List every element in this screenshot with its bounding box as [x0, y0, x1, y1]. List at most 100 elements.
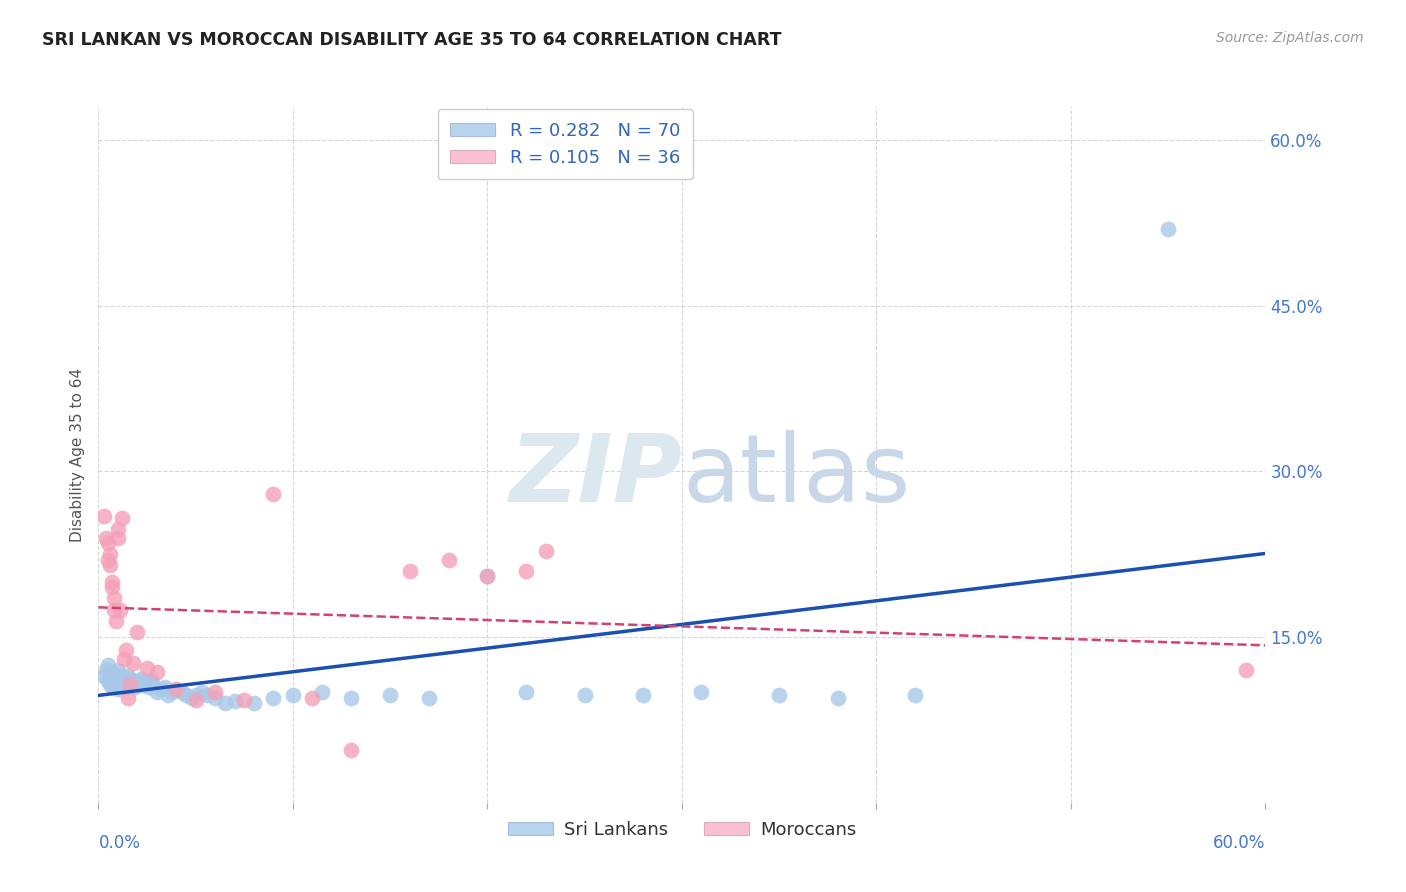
Point: [111, 674, 134, 689]
Point: [103, 591, 125, 606]
Point: [138, 680, 160, 694]
Point: [108, 602, 131, 616]
Point: [149, 681, 172, 696]
Point: [93, 669, 115, 683]
Point: [98, 672, 121, 686]
Point: [104, 672, 127, 686]
Point: [311, 685, 333, 699]
Point: [477, 569, 499, 583]
Point: [631, 688, 654, 702]
Point: [101, 574, 124, 589]
Point: [121, 676, 143, 690]
Point: [262, 690, 284, 705]
Text: SRI LANKAN VS MOROCCAN DISABILITY AGE 35 TO 64 CORRELATION CHART: SRI LANKAN VS MOROCCAN DISABILITY AGE 35…: [42, 31, 782, 49]
Point: [107, 522, 129, 536]
Point: [93, 508, 115, 523]
Point: [1157, 221, 1180, 235]
Point: [418, 690, 440, 705]
Point: [128, 674, 150, 689]
Point: [437, 553, 460, 567]
Point: [97, 553, 120, 567]
Point: [124, 680, 146, 694]
Point: [107, 669, 129, 683]
Point: [96, 663, 118, 677]
Point: [380, 688, 402, 702]
Point: [122, 656, 145, 670]
Point: [301, 690, 323, 705]
Point: [108, 672, 131, 686]
Point: [112, 669, 135, 683]
Point: [108, 667, 131, 681]
Point: [190, 685, 212, 699]
Point: [214, 697, 236, 711]
Text: 60.0%: 60.0%: [1213, 834, 1265, 852]
Point: [262, 486, 284, 500]
Point: [129, 672, 152, 686]
Point: [107, 681, 129, 696]
Y-axis label: Disability Age 35 to 64: Disability Age 35 to 64: [70, 368, 86, 542]
Point: [118, 678, 141, 692]
Point: [101, 680, 124, 694]
Point: [534, 544, 557, 558]
Text: Source: ZipAtlas.com: Source: ZipAtlas.com: [1216, 31, 1364, 45]
Point: [157, 688, 180, 702]
Point: [98, 676, 121, 690]
Point: [153, 680, 176, 694]
Point: [904, 688, 927, 702]
Point: [107, 663, 129, 677]
Point: [243, 697, 266, 711]
Point: [690, 685, 713, 699]
Point: [184, 693, 207, 707]
Point: [233, 693, 256, 707]
Point: [162, 685, 184, 699]
Point: [768, 688, 790, 702]
Point: [117, 690, 139, 705]
Point: [127, 624, 149, 639]
Point: [107, 676, 129, 690]
Point: [174, 688, 197, 702]
Point: [104, 614, 127, 628]
Text: atlas: atlas: [682, 430, 910, 522]
Point: [103, 602, 125, 616]
Point: [118, 676, 141, 690]
Point: [98, 558, 121, 573]
Legend: Sri Lankans, Moroccans: Sri Lankans, Moroccans: [501, 814, 863, 846]
Point: [477, 569, 499, 583]
Point: [281, 688, 304, 702]
Point: [103, 669, 125, 683]
Point: [515, 685, 537, 699]
Point: [104, 676, 127, 690]
Point: [170, 685, 193, 699]
Point: [515, 564, 537, 578]
Point: [103, 674, 125, 689]
Point: [340, 743, 363, 757]
Point: [111, 511, 134, 525]
Point: [574, 688, 596, 702]
Point: [165, 683, 187, 698]
Point: [117, 674, 139, 689]
Text: 0.0%: 0.0%: [98, 834, 141, 852]
Point: [398, 564, 420, 578]
Point: [180, 690, 202, 705]
Point: [139, 674, 162, 689]
Point: [165, 681, 187, 696]
Point: [142, 678, 165, 692]
Point: [132, 678, 155, 692]
Point: [127, 676, 149, 690]
Text: ZIP: ZIP: [509, 430, 682, 522]
Point: [114, 680, 136, 694]
Point: [118, 672, 141, 686]
Point: [112, 652, 135, 666]
Point: [340, 690, 363, 705]
Point: [98, 547, 121, 561]
Point: [195, 688, 218, 702]
Point: [97, 657, 120, 672]
Point: [827, 690, 849, 705]
Point: [122, 674, 145, 689]
Point: [114, 643, 136, 657]
Point: [184, 688, 207, 702]
Point: [101, 581, 124, 595]
Point: [97, 674, 120, 689]
Point: [136, 674, 159, 689]
Point: [1234, 663, 1257, 677]
